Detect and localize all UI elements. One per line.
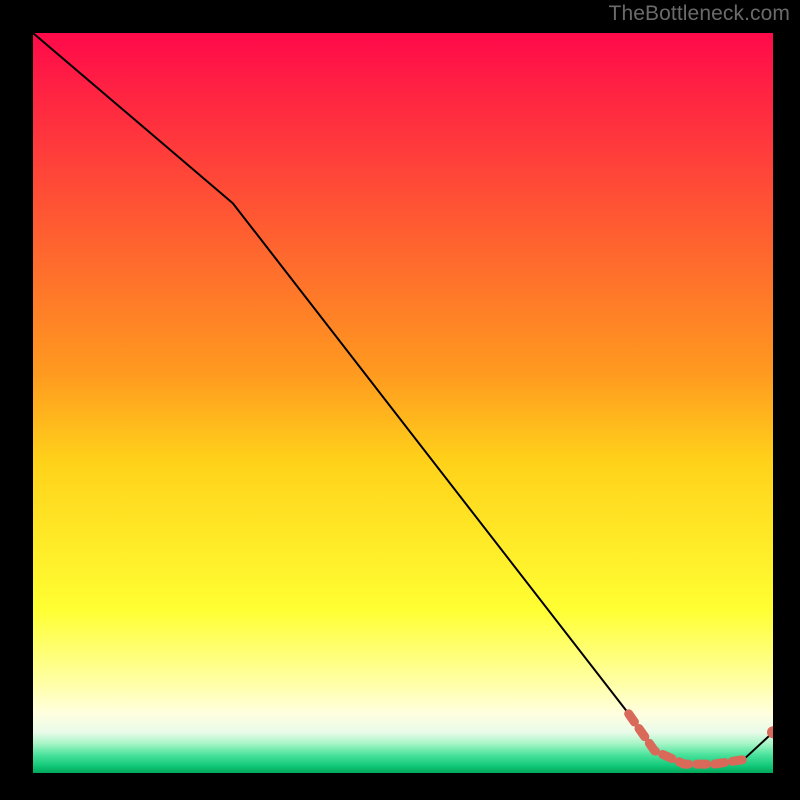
- chart-frame: TheBottleneck.com: [0, 0, 800, 800]
- watermark-text: TheBottleneck.com: [609, 2, 790, 26]
- gradient-rect: [33, 33, 773, 773]
- plot-area: [33, 33, 773, 773]
- chart-svg: [33, 33, 773, 773]
